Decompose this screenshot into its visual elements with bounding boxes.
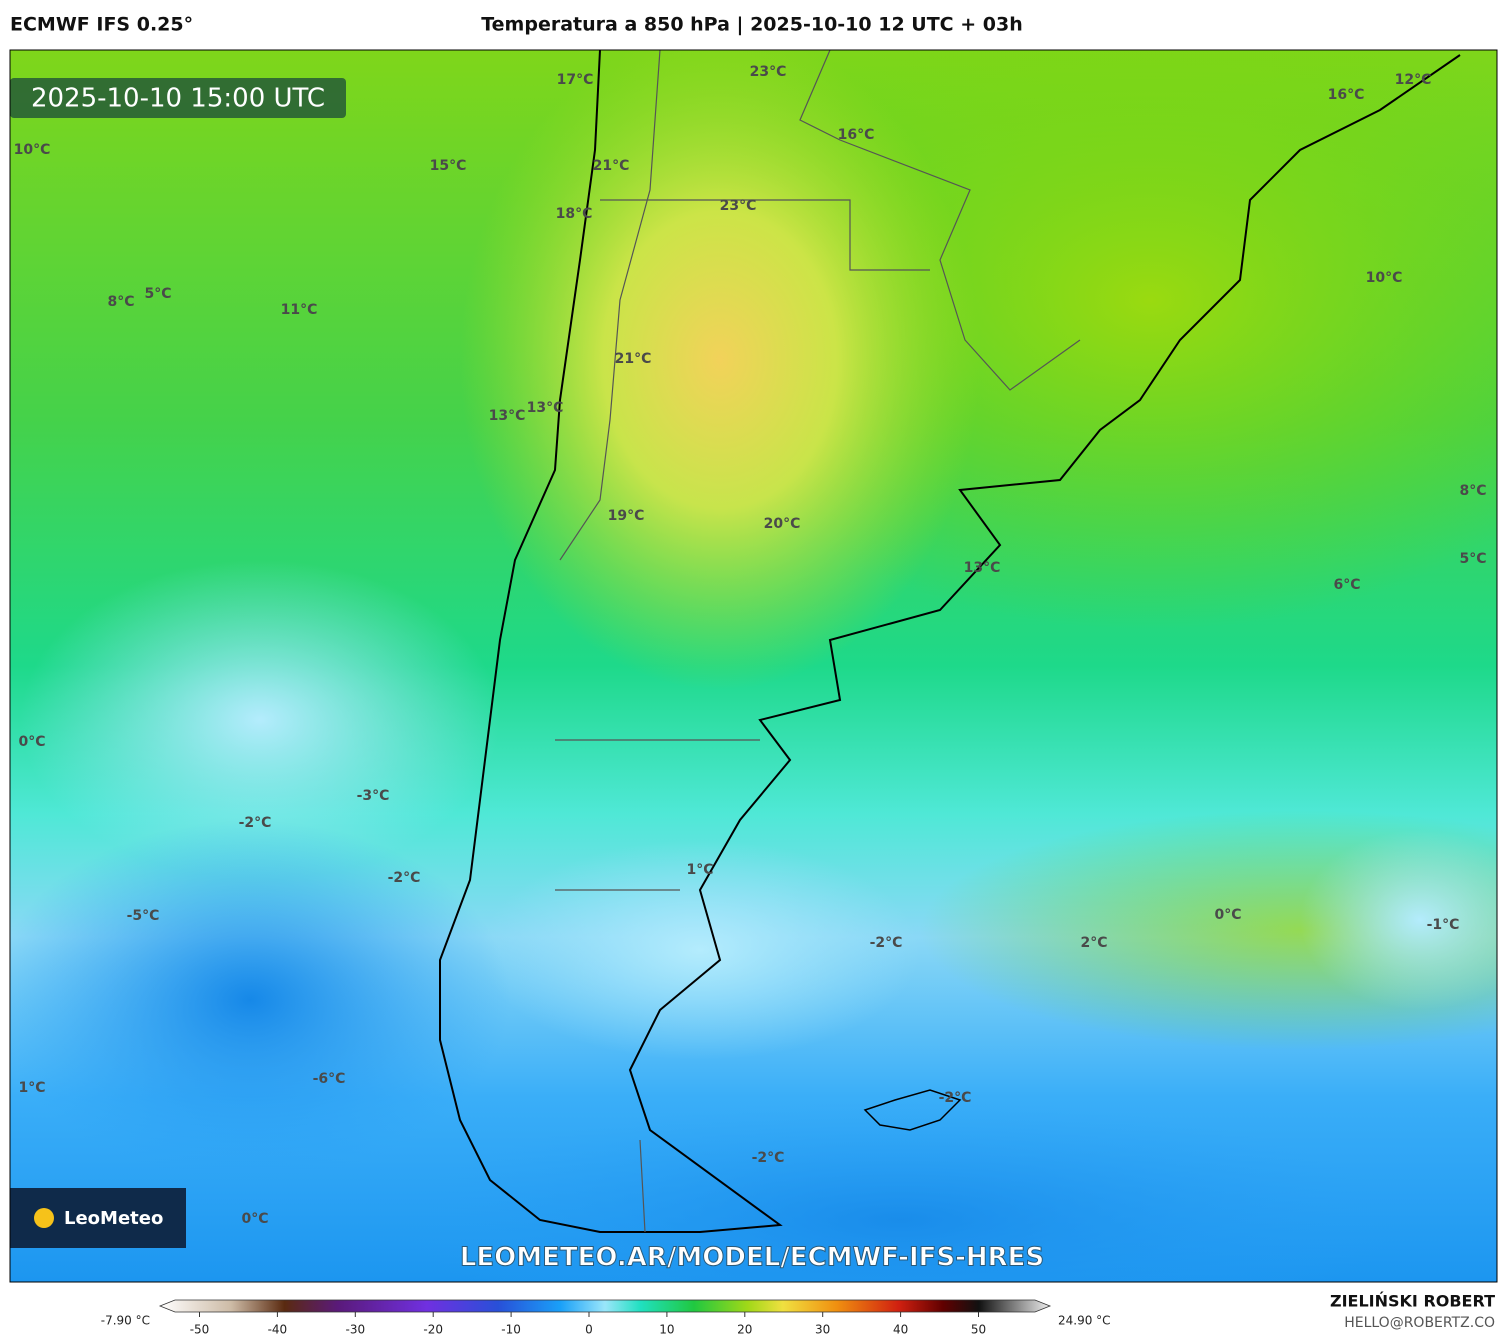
temperature-label: 1°C: [686, 862, 713, 878]
temperature-label: -1°C: [1427, 917, 1460, 933]
temperature-label: -6°C: [313, 1071, 346, 1087]
temperature-label: 13°C: [964, 560, 1001, 576]
temperature-label: -2°C: [939, 1090, 972, 1106]
colorbar-tick-label: -40: [268, 1323, 288, 1337]
field: [480, 840, 920, 1060]
temperature-label: 21°C: [615, 351, 652, 367]
temperature-label: 0°C: [1214, 907, 1241, 923]
temperature-label: 6°C: [1333, 577, 1360, 593]
colorbar-tick-label: 40: [893, 1323, 908, 1337]
islands: [863, 1089, 962, 1131]
temperature-label: -2°C: [388, 870, 421, 886]
model-name: ECMWF IFS 0.25°: [10, 14, 193, 36]
temperature-label: 15°C: [430, 158, 467, 174]
field: [20, 560, 500, 880]
temperature-label: 18°C: [556, 206, 593, 222]
temperature-label: 1°C: [18, 1080, 45, 1096]
colorbar: -7.90 °C 24.90 °C -50 -40 -30 -20 -10 0 10 20 30…: [101, 1299, 1111, 1337]
coastline: [439, 50, 1461, 1233]
temperature-label: 5°C: [144, 286, 171, 302]
timestamp: 2025-10-10 15:00 UTC: [31, 84, 325, 114]
temperature-label: 16°C: [838, 127, 875, 143]
temperature-label: 16°C: [1328, 87, 1365, 103]
temperature-label: 12°C: [1395, 72, 1432, 88]
colorbar-max: 24.90 °C: [1058, 1314, 1111, 1328]
field: [460, 50, 980, 690]
temperature-label: 21°C: [593, 158, 630, 174]
logo: LeoMeteo: [64, 1208, 163, 1229]
temperature-labels: 17°C 23°C 16°C 16°C 12°C 10°C 15°C 21°C 23°C 18°C…: [14, 64, 1487, 1227]
temperature-label: 19°C: [608, 508, 645, 524]
temperature-label: 2°C: [1080, 935, 1107, 951]
colorbar-tick-label: 0: [585, 1323, 593, 1337]
temperature-label: 23°C: [720, 198, 757, 214]
field: [10, 820, 510, 1180]
map-title: Temperatura a 850 hPa | 2025-10-10 12 UT…: [481, 14, 1023, 36]
colorbar-tick-label: -30: [345, 1323, 365, 1337]
temperature-label: -5°C: [127, 908, 160, 924]
logo-sun: [34, 1208, 54, 1228]
contact: HELLO@ROBERTZ.CO: [1344, 1315, 1495, 1331]
temperature-label: 20°C: [764, 516, 801, 532]
colorbar-tick-label: -20: [423, 1323, 443, 1337]
border: [555, 50, 1081, 1233]
temperature-label: -2°C: [752, 1150, 785, 1166]
colorbar-tick-label: 30: [815, 1323, 830, 1337]
temperature-label: -2°C: [239, 815, 272, 831]
temperature-label: 11°C: [281, 302, 318, 318]
temperature-label: 8°C: [1459, 483, 1486, 499]
temperature-label: 10°C: [14, 142, 51, 158]
temperature-label: 23°C: [750, 64, 787, 80]
temperature-label: 5°C: [1459, 551, 1486, 567]
temperature-label: 8°C: [107, 294, 134, 310]
temperature-label: -2°C: [870, 935, 903, 951]
colorbar-tick-label: 20: [737, 1323, 752, 1337]
colorbar-tick-label: 50: [971, 1323, 986, 1337]
temperature-label: 17°C: [557, 72, 594, 88]
author: ZIELIŃSKI ROBERT: [1330, 1292, 1495, 1311]
field: [400, 1100, 1400, 1282]
temperature-label: 10°C: [1366, 270, 1403, 286]
timestamp-box: [10, 78, 346, 118]
temperature-label: 0°C: [18, 734, 45, 750]
colorbar-ticks: -50 -40 -30 -20 -10 0 10 20 30 40 50: [190, 1312, 986, 1337]
temperature-label: 0°C: [241, 1211, 268, 1227]
colorbar-tick-label: -10: [501, 1323, 521, 1337]
colorbar-tick-label: 10: [659, 1323, 674, 1337]
field: [1300, 830, 1497, 1010]
map-frame: [9, 49, 1498, 1283]
temperature-label: 13°C: [527, 400, 564, 416]
colorbar-min: -7.90 °C: [101, 1314, 150, 1328]
watermark: LEOMETEO.AR/MODEL/ECMWF-IFS-HRES: [460, 1243, 1044, 1273]
colorbar-ramp: [158, 1299, 1052, 1313]
temperature-label: 13°C: [489, 408, 526, 424]
temperature-label: -3°C: [357, 788, 390, 804]
colorbar-tick-label: -50: [190, 1323, 210, 1337]
